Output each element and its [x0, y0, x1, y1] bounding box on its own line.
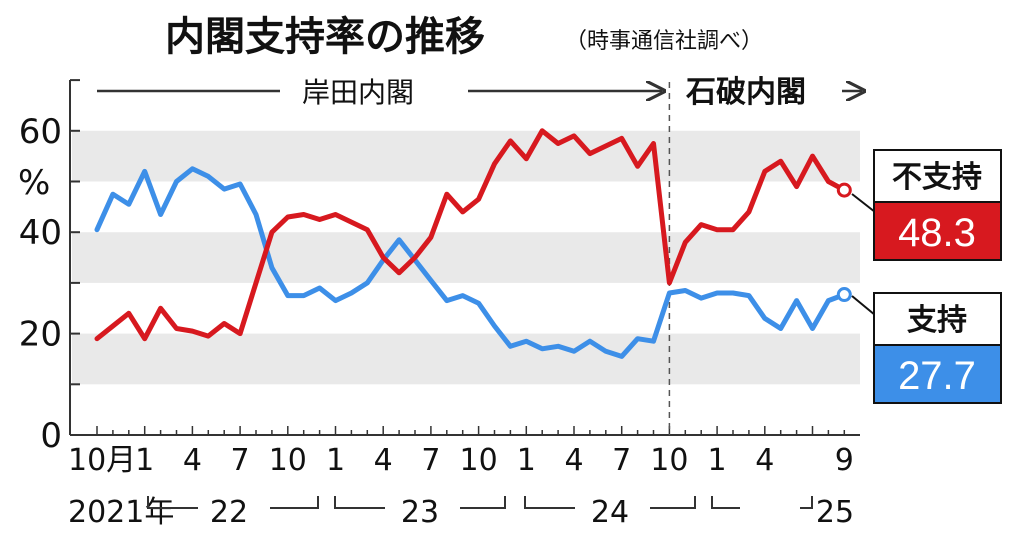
series-endpoint-disapprove: [836, 182, 852, 198]
year-label: 22: [210, 495, 248, 530]
year-bracket-left: [147, 496, 198, 509]
x-tick-label: 10: [460, 443, 498, 478]
era-ishiba-label: 石破内閣: [685, 75, 806, 110]
legend-approve: 支持 27.7: [851, 292, 1002, 404]
legend-disapprove-value: 48.3: [898, 211, 976, 255]
legend-approve-value-box: [873, 344, 1002, 404]
x-tick-label: 7: [231, 443, 250, 478]
grid-band-2: [72, 130, 860, 182]
y-tick-label: 20: [19, 315, 62, 355]
year-bracket-right: [460, 496, 506, 509]
era-kishida-label: 岸田内閣: [302, 76, 414, 109]
era-kishida: 岸田内閣: [97, 76, 662, 109]
year-bracket-right: [800, 496, 813, 509]
year-labels: 2021年 22 23 24 25: [68, 495, 854, 530]
year-label: 24: [591, 495, 629, 530]
chart-subtitle: （時事通信社調べ）: [565, 29, 763, 54]
year-label: 2021年: [68, 495, 174, 530]
x-tick-label: 1: [326, 443, 345, 478]
y-tick-label: 40: [19, 213, 62, 253]
y-unit-label: %: [18, 163, 50, 203]
legend-disapprove-name: 不支持: [892, 160, 982, 195]
year-bracket-left: [524, 496, 575, 509]
legend-approve-pointer: [851, 295, 876, 316]
x-tick-label: 10月: [68, 443, 136, 478]
year-bracket-right: [650, 496, 696, 509]
x-ticks: [96, 426, 846, 435]
grid-band-1: [72, 232, 860, 283]
x-tick-label: 7: [612, 443, 631, 478]
x-tick-label: 4: [183, 443, 202, 478]
legend-disapprove-pointer: [851, 193, 876, 213]
x-tick-label: 9: [835, 443, 854, 478]
year-label: 25: [816, 495, 854, 530]
year-bracket-right: [270, 496, 319, 509]
x-tick-label: 4: [755, 443, 774, 478]
x-tick-label: 4: [374, 443, 393, 478]
legend-disapprove-value-box: [873, 201, 1002, 261]
grid-band-0: [72, 333, 860, 385]
legend-disapprove: 不支持 48.3: [851, 149, 1002, 261]
y-ticks: 0 20 40 60: [19, 79, 80, 456]
y-tick-label: 60: [19, 112, 62, 152]
legend-approve-name: 支持: [907, 303, 967, 338]
chart-title: 内閣支持率の推移: [165, 14, 485, 60]
legend-approve-value: 27.7: [898, 354, 976, 398]
x-tick-label: 10: [269, 443, 307, 478]
x-tick-label: 1: [708, 443, 727, 478]
x-tick-label: 1: [135, 443, 154, 478]
year-bracket-left: [334, 496, 385, 509]
series-line-approve: [94, 166, 847, 359]
era-ishiba: 石破内閣: [685, 75, 862, 110]
x-tick-label: 10: [650, 443, 688, 478]
series-endpoint-approve: [836, 287, 852, 303]
series-group: [94, 128, 852, 359]
x-tick-label: 7: [421, 443, 440, 478]
series-line-disapprove: [94, 128, 847, 342]
x-tick-label: 1: [517, 443, 536, 478]
x-tick-label: 4: [564, 443, 583, 478]
year-bracket-left: [711, 496, 740, 509]
year-label: 23: [401, 495, 439, 530]
legend-disapprove-name-box: [873, 149, 1002, 203]
y-tick-label: 0: [40, 416, 62, 456]
